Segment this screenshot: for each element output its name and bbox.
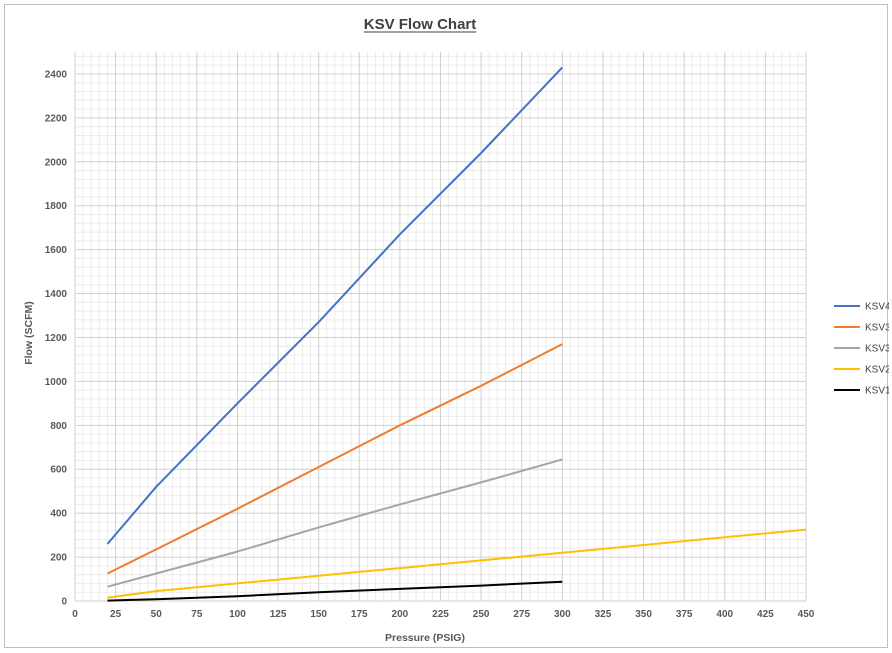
y-tick-label: 1600	[45, 245, 68, 256]
legend-label-ksv10: KSV10	[865, 386, 889, 397]
legend-label-ksv25: KSV25	[865, 365, 889, 376]
y-tick-label: 400	[50, 509, 67, 520]
x-tick-label: 250	[473, 609, 490, 620]
series-line-ksv30	[107, 458, 563, 588]
series-line-ksv40	[106, 66, 564, 545]
y-axis-label: Flow (SCFM)	[23, 301, 35, 365]
y-tick-label: 2200	[45, 113, 68, 124]
series-line-ksv35	[107, 343, 563, 575]
x-axis-label: Pressure (PSIG)	[385, 632, 465, 644]
x-tick-label: 50	[151, 609, 163, 620]
y-tick-label: 2000	[45, 157, 68, 168]
series-lines	[106, 66, 807, 602]
y-axis-tick-labels: 0 200 400 600 800 1000 1200 1400 1600 1800 2000 220…	[45, 69, 68, 607]
flow-chart: KSV Flow Chart 0 25 50 75 100 125 150 175 200 225…	[23, 16, 889, 644]
y-tick-label: 200	[50, 553, 67, 564]
x-tick-label: 100	[229, 609, 246, 620]
x-tick-label: 325	[595, 609, 612, 620]
x-tick-label: 400	[716, 609, 733, 620]
major-gridlines	[74, 52, 807, 602]
x-tick-label: 300	[554, 609, 571, 620]
x-tick-label: 0	[72, 609, 78, 620]
chart-title: KSV Flow Chart	[364, 16, 477, 33]
y-tick-label: 2400	[45, 69, 68, 80]
legend-label-ksv30: KSV30	[865, 344, 889, 355]
y-tick-label: 1800	[45, 201, 68, 212]
x-tick-label: 175	[351, 609, 368, 620]
legend: KSV40 KSV35 KSV30 KSV25 KSV10	[834, 302, 889, 397]
x-tick-label: 350	[635, 609, 652, 620]
chart-area: KSV Flow Chart 0 25 50 75 100 125 150 175 200 225…	[4, 4, 889, 648]
x-tick-label: 25	[110, 609, 122, 620]
x-tick-label: 450	[798, 609, 815, 620]
x-tick-label: 75	[191, 609, 203, 620]
x-tick-label: 375	[676, 609, 693, 620]
y-tick-label: 1200	[45, 333, 68, 344]
legend-label-ksv40: KSV40	[865, 302, 889, 313]
y-tick-label: 0	[61, 597, 67, 608]
x-tick-label: 275	[513, 609, 530, 620]
y-tick-label: 800	[50, 421, 67, 432]
x-tick-label: 425	[757, 609, 774, 620]
y-tick-label: 1000	[45, 377, 68, 388]
y-tick-label: 1400	[45, 289, 68, 300]
x-axis-tick-labels: 0 25 50 75 100 125 150 175 200 225 250 275 300 325 350…	[72, 609, 815, 620]
series-line-ksv25	[107, 528, 807, 599]
x-tick-label: 150	[310, 609, 327, 620]
legend-label-ksv35: KSV35	[865, 323, 889, 334]
x-tick-label: 225	[432, 609, 449, 620]
x-tick-label: 200	[392, 609, 409, 620]
y-tick-label: 600	[50, 465, 67, 476]
x-tick-label: 125	[270, 609, 287, 620]
series-line-ksv10	[107, 580, 563, 602]
